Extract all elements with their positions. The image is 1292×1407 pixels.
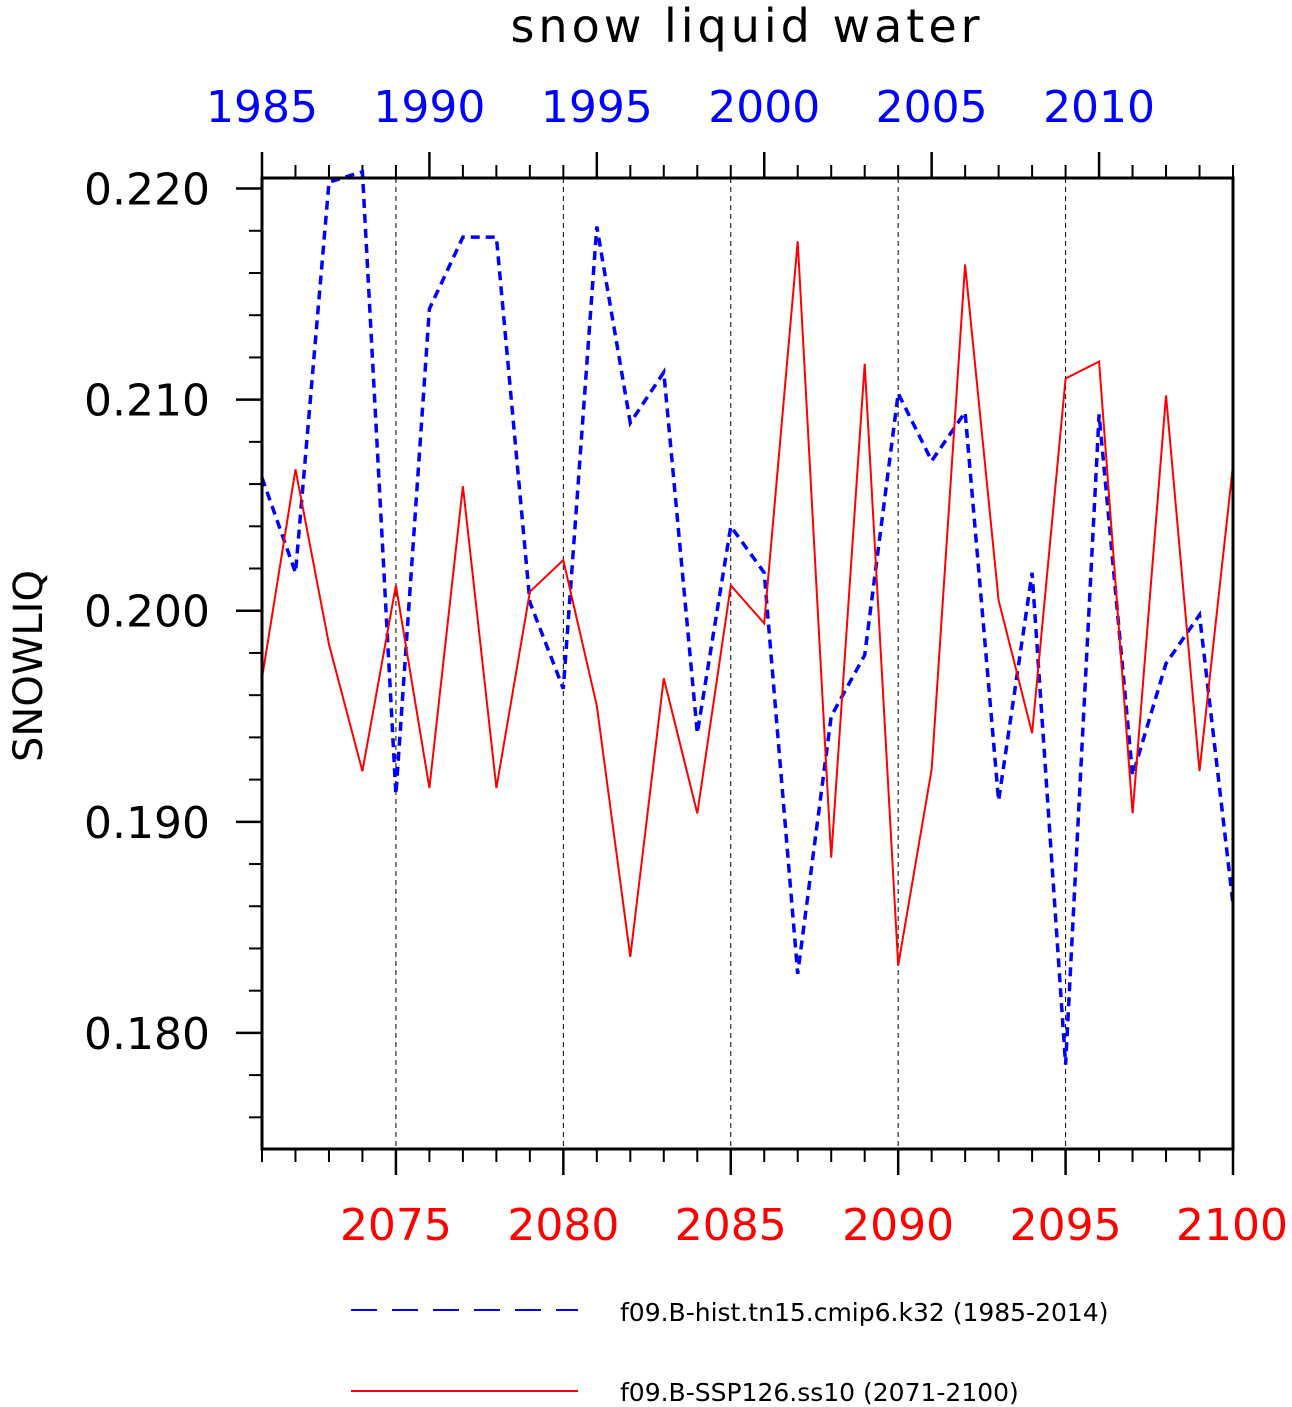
plot-frame [260, 176, 1235, 1151]
bottom-tick-label: 2080 [507, 1200, 619, 1251]
top-tick-label: 1985 [206, 82, 318, 133]
top-tick-label: 2010 [1043, 82, 1155, 133]
y-tick-label: 0.180 [84, 1009, 210, 1060]
bottom-tick-label: 2090 [842, 1200, 954, 1251]
bottom-axis-tick-labels: 2075 2080 2085 2090 2095 2100 [340, 1200, 1288, 1251]
minor-ticks [249, 165, 1234, 1162]
major-ticks [236, 152, 1235, 1175]
y-tick-label: 0.190 [84, 798, 210, 849]
bottom-tick-label: 2095 [1010, 1200, 1122, 1251]
chart-title: snow liquid water [510, 0, 983, 53]
bottom-tick-label: 2085 [675, 1200, 787, 1251]
top-tick-label: 2005 [876, 82, 988, 133]
y-tick-label: 0.220 [84, 165, 210, 216]
bottom-tick-label: 2100 [1176, 1200, 1288, 1251]
bottom-tick-label: 2075 [340, 1200, 452, 1251]
y-tick-label: 0.210 [84, 376, 210, 427]
legend: f09.B-hist.tn15.cmip6.k32 (1985-2014) f0… [351, 1298, 1108, 1407]
vertical-gridlines [395, 178, 1067, 1149]
top-axis-tick-labels: 1985 1990 1995 2000 2005 2010 [206, 82, 1155, 133]
top-tick-label: 2000 [708, 82, 820, 133]
top-tick-label: 1995 [541, 82, 653, 133]
top-tick-label: 1990 [373, 82, 485, 133]
series-line-ssp126 [261, 241, 1234, 966]
y-tick-labels: 0.180 0.190 0.200 0.210 0.220 [84, 165, 210, 1060]
y-tick-label: 0.200 [84, 587, 210, 638]
series-line-hist [260, 169, 1235, 1065]
y-axis-label: SNOWLIQ [6, 570, 52, 762]
legend-label-hist: f09.B-hist.tn15.cmip6.k32 (1985-2014) [620, 1298, 1108, 1327]
legend-label-ssp126: f09.B-SSP126.ss10 (2071-2100) [620, 1378, 1019, 1407]
series-lines [260, 169, 1235, 1065]
